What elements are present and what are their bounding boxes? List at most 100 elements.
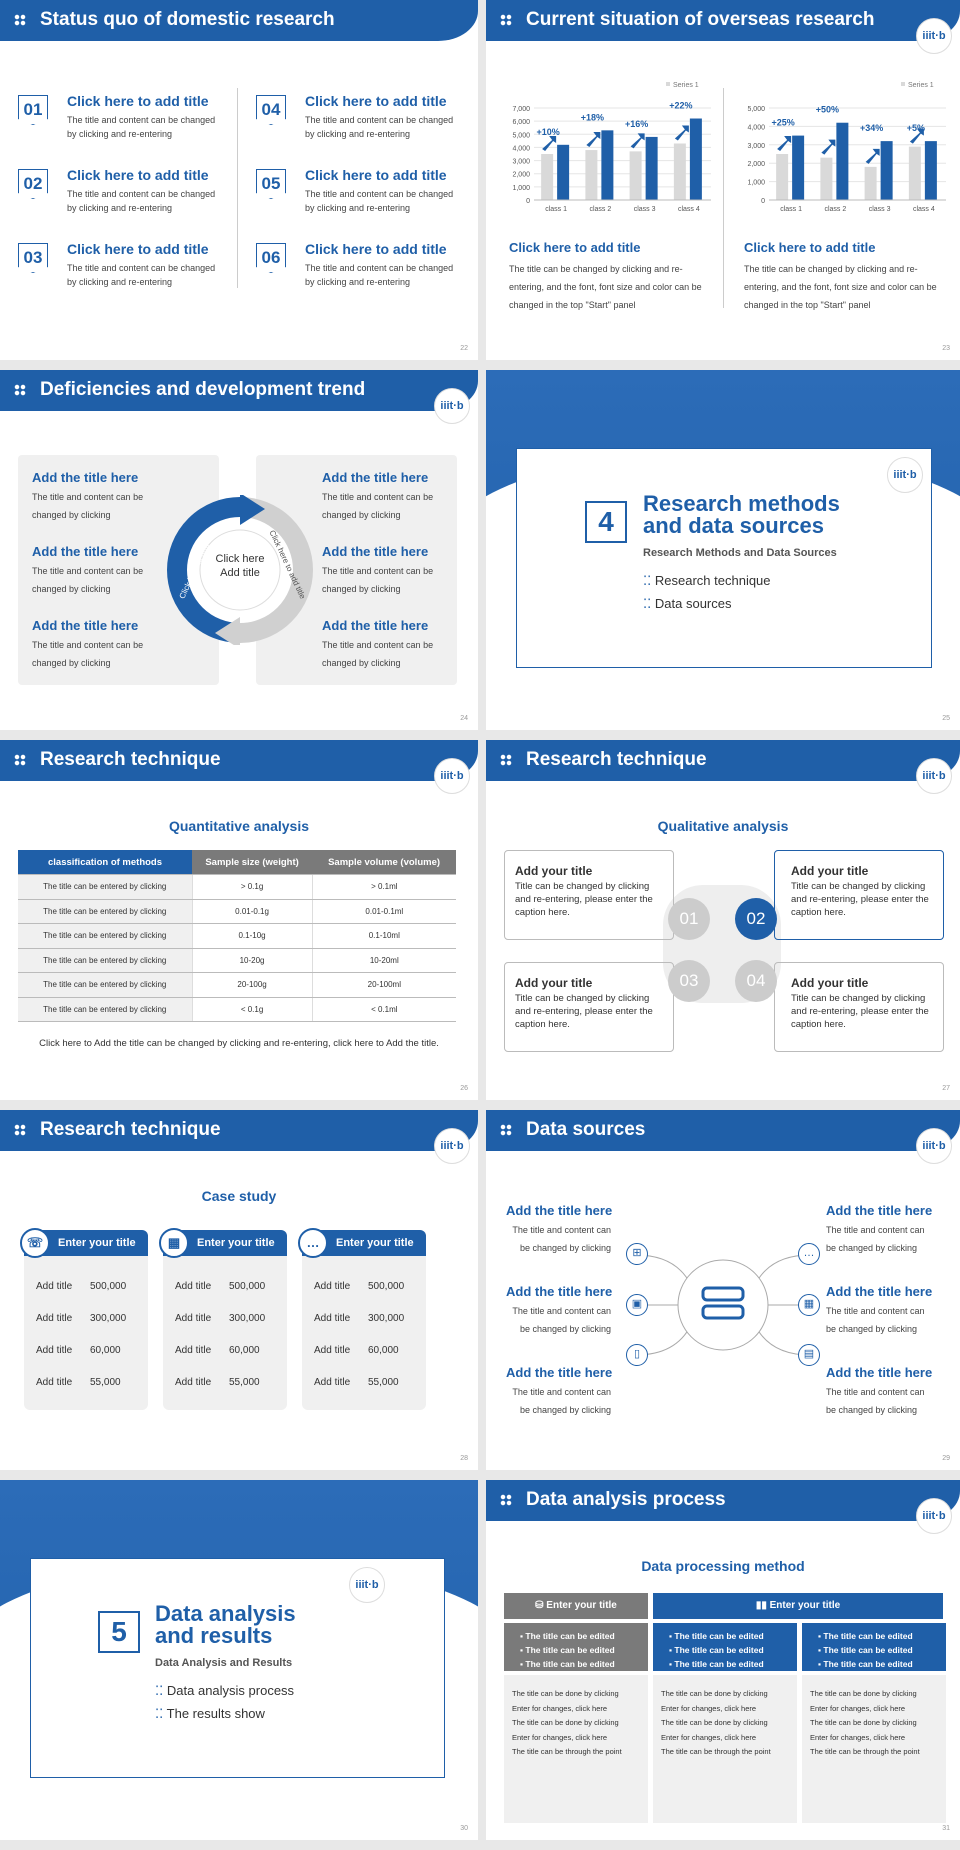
item-title[interactable]: Add the title here: [32, 544, 139, 559]
table-cell[interactable]: The title can be entered by clicking: [18, 948, 193, 973]
item-title[interactable]: Add the title here: [32, 618, 139, 633]
logo: iiit·b: [434, 758, 470, 794]
list-item[interactable]: Enter for changes, click here: [661, 1732, 757, 1742]
item-title[interactable]: Add the title here: [826, 1365, 933, 1380]
list-item[interactable]: The title can be through the point: [810, 1747, 920, 1756]
table-cell[interactable]: 0.1-10g: [192, 923, 313, 949]
table-cell[interactable]: 0.1-10ml: [312, 923, 456, 949]
table-cell[interactable]: 10-20g: [192, 948, 313, 973]
item-title[interactable]: Add the title here: [32, 470, 139, 485]
table-cell[interactable]: The title can be entered by clicking: [18, 923, 193, 949]
table-cell[interactable]: The title can be entered by clicking: [18, 899, 193, 924]
slide-28[interactable]: Research technique iiit·b Case study ☏ En…: [0, 1110, 478, 1470]
bullet-item[interactable]: ⁚⁚ Data sources: [643, 596, 732, 611]
item-title[interactable]: Click here to add title: [305, 167, 447, 183]
table-cell[interactable]: The title can be entered by clicking: [18, 997, 193, 1022]
list-item[interactable]: The title can be done by clicking: [810, 1689, 917, 1698]
item-title[interactable]: Click here to add title: [67, 241, 209, 257]
table-cell[interactable]: The title can be entered by clicking: [18, 874, 193, 900]
phone-icon: ▯: [626, 1344, 648, 1366]
qualitative-box[interactable]: Add your title Title can be changed by cl…: [774, 962, 944, 1052]
item-title[interactable]: Add the title here: [322, 618, 429, 633]
table-cell[interactable]: < 0.1ml: [312, 997, 456, 1022]
y-tick-label: 1,000: [512, 185, 530, 192]
list-item[interactable]: The title can be done by clicking: [661, 1718, 768, 1727]
bullet-item[interactable]: ⁚⁚ Data analysis process: [155, 1683, 295, 1698]
growth-label: +18%: [581, 112, 604, 122]
item-title[interactable]: Click here to add title: [67, 93, 209, 109]
list-item[interactable]: The title can be through the point: [512, 1747, 622, 1756]
bullet-item[interactable]: ⁚⁚ The results show: [155, 1706, 265, 1721]
qualitative-box[interactable]: Add your title Title can be changed by cl…: [774, 850, 944, 940]
logo: iiit·b: [887, 457, 923, 493]
list-item[interactable]: The title can be done by clicking: [512, 1689, 619, 1698]
y-tick-label: 3,000: [747, 143, 765, 150]
slide-header: Data analysis process: [486, 1480, 960, 1521]
item-title[interactable]: Click here to add title: [305, 93, 447, 109]
slide-24[interactable]: Deficiencies and development trend iiit·…: [0, 370, 478, 730]
slide-22[interactable]: Status quo of domestic research 01 Click …: [0, 0, 478, 360]
slide-30[interactable]: iiit·b 5 Data analysis and results Data …: [0, 1480, 478, 1840]
qr-icon: ▦: [798, 1294, 820, 1316]
table-cell[interactable]: 20-100g: [192, 972, 313, 998]
list-item[interactable]: Enter for changes, click here: [810, 1703, 906, 1713]
table-cell[interactable]: 0.01-0.1g: [192, 899, 313, 924]
slide-25[interactable]: iiit·b 4 Research methods and data sourc…: [486, 370, 960, 730]
card-header[interactable]: ▦ Enter your title: [159, 1228, 287, 1258]
table-cell[interactable]: > 0.1g: [192, 874, 313, 900]
dots-icon: [500, 1124, 512, 1136]
list-item[interactable]: The title can be done by clicking: [661, 1689, 768, 1698]
row-value: 500,000: [90, 1280, 127, 1292]
table-cell[interactable]: < 0.1g: [192, 997, 313, 1022]
item-title[interactable]: Add the title here: [506, 1284, 613, 1299]
block-title[interactable]: Click here to add title: [509, 240, 641, 255]
row-value: 60,000: [90, 1344, 121, 1356]
slide-23[interactable]: Current situation of overseas research i…: [486, 0, 960, 360]
item-title[interactable]: Click here to add title: [67, 167, 209, 183]
table-cell[interactable]: The title can be entered by clicking: [18, 972, 193, 998]
list-item[interactable]: Enter for changes, click here: [512, 1732, 608, 1742]
edited-item: ▪ The title can be edited: [818, 1645, 913, 1655]
table-cell[interactable]: 10-20ml: [312, 948, 456, 973]
list-item[interactable]: Enter for changes, click here: [810, 1732, 906, 1742]
table-cell[interactable]: 20-100ml: [312, 972, 456, 998]
list-item[interactable]: The title can be done by clicking: [512, 1718, 619, 1727]
item-body: The title and content can be changed by …: [512, 1387, 611, 1415]
item-title[interactable]: Add the title here: [322, 470, 429, 485]
slide-29[interactable]: Data sources iiit·b ⊞ ▣ ▯ … ▦ ▤ Add the …: [486, 1110, 960, 1470]
slide-27[interactable]: Research technique iiit·b Qualitative an…: [486, 740, 960, 1100]
item-title[interactable]: Add the title here: [826, 1203, 933, 1218]
card-header[interactable]: ☏ Enter your title: [20, 1228, 148, 1258]
growth-label: +22%: [669, 101, 692, 111]
item-title[interactable]: Add the title here: [322, 544, 429, 559]
growth-label: +34%: [860, 123, 883, 133]
edited-box[interactable]: ▪ The title can be edited ▪ The title can…: [802, 1623, 946, 1671]
table-cell[interactable]: > 0.1ml: [312, 874, 456, 900]
slide-31[interactable]: Data analysis process iiit·b Data proces…: [486, 1480, 960, 1840]
bullet-item[interactable]: ⁚⁚ Research technique: [643, 573, 771, 588]
edited-box[interactable]: ▪ The title can be edited ▪ The title can…: [504, 1623, 648, 1671]
list-item[interactable]: Enter for changes, click here: [661, 1703, 757, 1713]
block-title[interactable]: Click here to add title: [744, 240, 876, 255]
card-header[interactable]: … Enter your title: [298, 1228, 426, 1258]
edited-box[interactable]: ▪ The title can be edited ▪ The title can…: [653, 1623, 797, 1671]
qualitative-box[interactable]: Add your title Title can be changed by cl…: [504, 850, 674, 940]
bar-right[interactable]: ▮▮ Enter your title: [653, 1593, 943, 1619]
bar-left[interactable]: ⛁ Enter your title: [504, 1593, 648, 1619]
slide-26[interactable]: Research technique iiit·b Quantitative a…: [0, 740, 478, 1100]
item-title[interactable]: Add the title here: [506, 1365, 613, 1380]
list-item[interactable]: The title can be through the point: [661, 1747, 771, 1756]
table-cell[interactable]: 0.01-0.1ml: [312, 899, 456, 924]
center-title[interactable]: Click here Add title: [215, 553, 265, 579]
item-title[interactable]: Click here to add title: [305, 241, 447, 257]
item-title[interactable]: Add the title here: [826, 1284, 933, 1299]
row-label: Add title: [175, 1376, 212, 1388]
item-body: The title and content can be changed by …: [305, 263, 454, 287]
list-item[interactable]: The title can be done by clicking: [810, 1718, 917, 1727]
item-title[interactable]: Add the title here: [506, 1203, 613, 1218]
item-body: The title and content can be changed by …: [32, 566, 144, 594]
list-item[interactable]: Enter for changes, click here: [512, 1703, 608, 1713]
x-tick-label: class 2: [589, 206, 611, 213]
table-footer[interactable]: Click here to Add the title can be chang…: [39, 1038, 439, 1049]
qualitative-box[interactable]: Add your title Title can be changed by cl…: [504, 962, 674, 1052]
